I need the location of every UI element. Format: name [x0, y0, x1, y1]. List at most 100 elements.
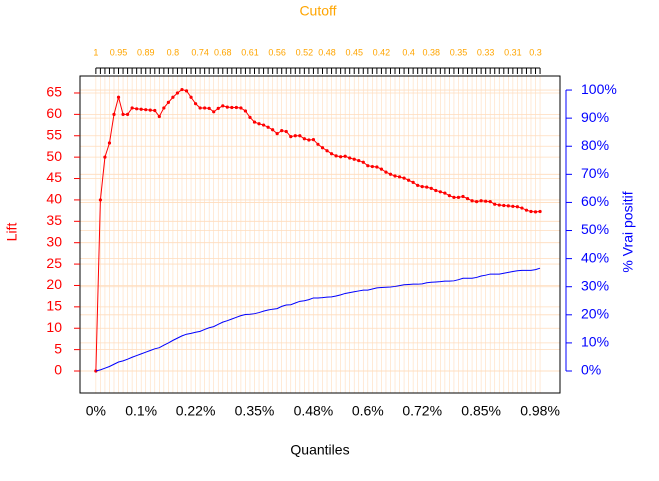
point	[289, 135, 293, 139]
point	[121, 112, 125, 116]
x-tick-label: 0%	[86, 403, 106, 419]
y2-tick-label: 70%	[581, 165, 609, 181]
x-axis-title: Quantiles	[290, 442, 349, 458]
point	[511, 204, 515, 208]
point	[488, 200, 492, 204]
point	[366, 164, 370, 168]
point	[193, 102, 198, 106]
point	[397, 175, 402, 179]
y2-tick-label: 40%	[581, 249, 609, 265]
x2-tick-label: 0.38	[423, 47, 441, 57]
point	[116, 95, 121, 99]
point	[407, 178, 411, 182]
point	[221, 104, 225, 108]
point	[329, 152, 334, 156]
point	[275, 132, 279, 136]
x2-tick-label: 0.33	[477, 47, 495, 57]
point	[103, 155, 107, 159]
point	[261, 123, 266, 127]
x2-tick-label: 0.35	[450, 47, 468, 57]
point	[212, 110, 216, 114]
point	[456, 195, 461, 199]
point	[497, 203, 501, 207]
y-tick-label: 5	[54, 340, 62, 356]
x-tick-label: 0.72%	[402, 403, 442, 419]
point	[112, 112, 116, 116]
point	[293, 134, 297, 138]
point	[416, 183, 420, 187]
y2-tick-label: 80%	[581, 137, 609, 153]
x2-tick-label: 0.42	[373, 47, 391, 57]
point	[420, 185, 424, 189]
point	[207, 106, 211, 110]
x2-tick-label: 0.89	[137, 47, 155, 57]
point	[175, 91, 180, 95]
point	[153, 108, 157, 113]
x-tick-label: 0.48%	[294, 403, 334, 419]
point	[429, 186, 433, 190]
point	[384, 170, 388, 174]
point	[125, 112, 130, 116]
plot-frame	[79, 75, 561, 394]
y-tick-label: 60	[46, 105, 62, 121]
y-tick-label: 20	[46, 276, 62, 292]
y-tick-label: 10	[46, 319, 62, 335]
x-tick-label: 0.98%	[520, 403, 560, 419]
point	[425, 185, 429, 189]
x2-tick-label: 0.52	[296, 47, 314, 57]
point	[198, 106, 202, 110]
point	[325, 149, 329, 153]
point	[339, 155, 343, 159]
x-tick-label: 0.35%	[235, 403, 275, 419]
x-tick-label: 0.22%	[176, 403, 216, 419]
y-tick-label: 65	[46, 84, 62, 100]
point	[538, 209, 542, 214]
y-tick-label: 30	[46, 233, 62, 249]
y2-axis-title: % Vrai positif	[620, 191, 636, 272]
point	[348, 156, 352, 160]
point	[280, 129, 284, 133]
y-axis-title: Lift	[4, 223, 20, 242]
point	[357, 158, 361, 163]
point	[266, 125, 270, 129]
y-tick-label: 45	[46, 169, 62, 185]
point	[502, 203, 506, 208]
point	[334, 154, 338, 158]
point	[447, 194, 452, 198]
point	[343, 154, 347, 158]
point	[307, 138, 311, 142]
point	[271, 128, 275, 132]
point	[225, 105, 229, 109]
point	[493, 202, 497, 206]
point	[465, 197, 470, 201]
point	[524, 208, 529, 212]
y2-tick-label: 20%	[581, 306, 609, 322]
point	[361, 160, 365, 164]
point	[248, 115, 252, 119]
point	[370, 164, 374, 169]
x2-tick-label: 0.8	[167, 47, 180, 57]
point	[166, 100, 170, 104]
point	[230, 105, 234, 110]
point	[298, 134, 302, 138]
x2-tick-label: 0.56	[268, 47, 286, 57]
point	[284, 129, 288, 134]
point	[388, 172, 393, 176]
x2-tick-label: 0.31	[504, 47, 522, 57]
point	[320, 146, 325, 150]
point	[411, 180, 415, 184]
y-tick-label: 35	[46, 212, 62, 228]
point	[461, 194, 465, 199]
point	[98, 198, 102, 202]
y-tick-label: 55	[46, 126, 62, 142]
y2-tick-label: 30%	[581, 277, 609, 293]
x2-tick-label: 0.68	[214, 47, 232, 57]
x2-tick-label: 0.4	[402, 47, 415, 57]
x2-tick-label: 0.61	[241, 47, 259, 57]
point	[257, 122, 261, 126]
point	[157, 114, 161, 119]
point	[443, 191, 447, 195]
point	[144, 108, 148, 112]
y-tick-label: 15	[46, 298, 62, 314]
